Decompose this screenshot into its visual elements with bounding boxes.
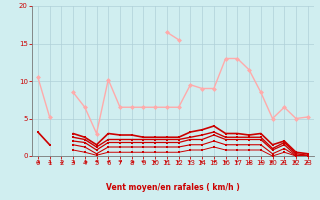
X-axis label: Vent moyen/en rafales ( km/h ): Vent moyen/en rafales ( km/h ) xyxy=(106,183,240,192)
